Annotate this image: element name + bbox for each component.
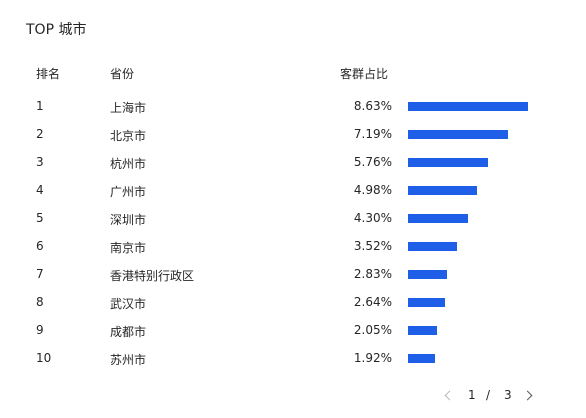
row-bar — [408, 158, 488, 167]
row-percent: 5.76% — [353, 155, 392, 169]
row-rank: 10 — [36, 351, 52, 365]
row-bar-track — [408, 186, 528, 195]
row-rank: 7 — [36, 267, 44, 281]
row-rank: 5 — [36, 211, 44, 225]
table-row: 6 南京市 3.52% — [0, 234, 586, 262]
row-percent: 4.30% — [353, 211, 392, 225]
row-bar-track — [408, 270, 528, 279]
row-percent: 2.64% — [353, 295, 392, 309]
row-bar — [408, 354, 435, 363]
row-bar-track — [408, 130, 528, 139]
row-bar-track — [408, 158, 528, 167]
row-city: 上海市 — [110, 101, 147, 115]
page-current: 1 — [468, 388, 476, 402]
row-rank: 3 — [36, 155, 44, 169]
row-percent: 1.92% — [353, 351, 392, 365]
row-bar-track — [408, 354, 528, 363]
header-province: 省份 — [110, 67, 135, 81]
row-bar — [408, 298, 445, 307]
row-city: 苏州市 — [110, 353, 147, 367]
table-row: 1 上海市 8.63% — [0, 94, 586, 122]
row-rank: 9 — [36, 323, 44, 337]
table-row: 7 香港特别行政区 2.83% — [0, 262, 586, 290]
row-percent: 7.19% — [353, 127, 392, 141]
row-city: 广州市 — [110, 185, 147, 199]
row-city: 杭州市 — [110, 157, 147, 171]
table-row: 2 北京市 7.19% — [0, 122, 586, 150]
row-percent: 8.63% — [353, 99, 392, 113]
row-rank: 6 — [36, 239, 44, 253]
row-bar — [408, 326, 437, 335]
table-body: 1 上海市 8.63% 2 北京市 7.19% 3 杭州市 5.76% 4 广州市 4.98% 5 深圳市… — [0, 94, 586, 374]
page-total: 3 — [504, 388, 512, 402]
row-city: 深圳市 — [110, 213, 147, 227]
table-row: 4 广州市 4.98% — [0, 178, 586, 206]
row-bar-track — [408, 242, 528, 251]
table-header: 排名 省份 客群占比 — [0, 65, 586, 85]
row-bar — [408, 270, 447, 279]
chevron-left-icon[interactable] — [444, 386, 455, 403]
table-row: 3 杭州市 5.76% — [0, 150, 586, 178]
row-bar — [408, 186, 477, 195]
page-separator: / — [486, 388, 491, 402]
header-share: 客群占比 — [340, 67, 389, 81]
row-bar — [408, 242, 457, 251]
row-percent: 4.98% — [353, 183, 392, 197]
row-percent: 3.52% — [353, 239, 392, 253]
row-city: 香港特别行政区 — [110, 269, 195, 283]
row-bar-track — [408, 326, 528, 335]
row-city: 武汉市 — [110, 297, 147, 311]
chevron-right-icon[interactable] — [522, 386, 533, 403]
row-rank: 8 — [36, 295, 44, 309]
row-bar-track — [408, 298, 528, 307]
row-bar — [408, 214, 468, 223]
row-percent: 2.83% — [353, 267, 392, 281]
row-city: 成都市 — [110, 325, 147, 339]
row-bar — [408, 130, 508, 139]
row-city: 南京市 — [110, 241, 147, 255]
header-rank: 排名 — [36, 67, 61, 81]
table-row: 8 武汉市 2.64% — [0, 290, 586, 318]
table-row: 9 成都市 2.05% — [0, 318, 586, 346]
row-rank: 1 — [36, 99, 44, 113]
row-bar — [408, 102, 528, 111]
row-rank: 4 — [36, 183, 44, 197]
row-bar-track — [408, 214, 528, 223]
card-title: TOP 城市 — [26, 22, 87, 38]
row-bar-track — [408, 102, 528, 111]
row-percent: 2.05% — [353, 323, 392, 337]
row-city: 北京市 — [110, 129, 147, 143]
table-row: 5 深圳市 4.30% — [0, 206, 586, 234]
row-rank: 2 — [36, 127, 44, 141]
table-row: 10 苏州市 1.92% — [0, 346, 586, 374]
